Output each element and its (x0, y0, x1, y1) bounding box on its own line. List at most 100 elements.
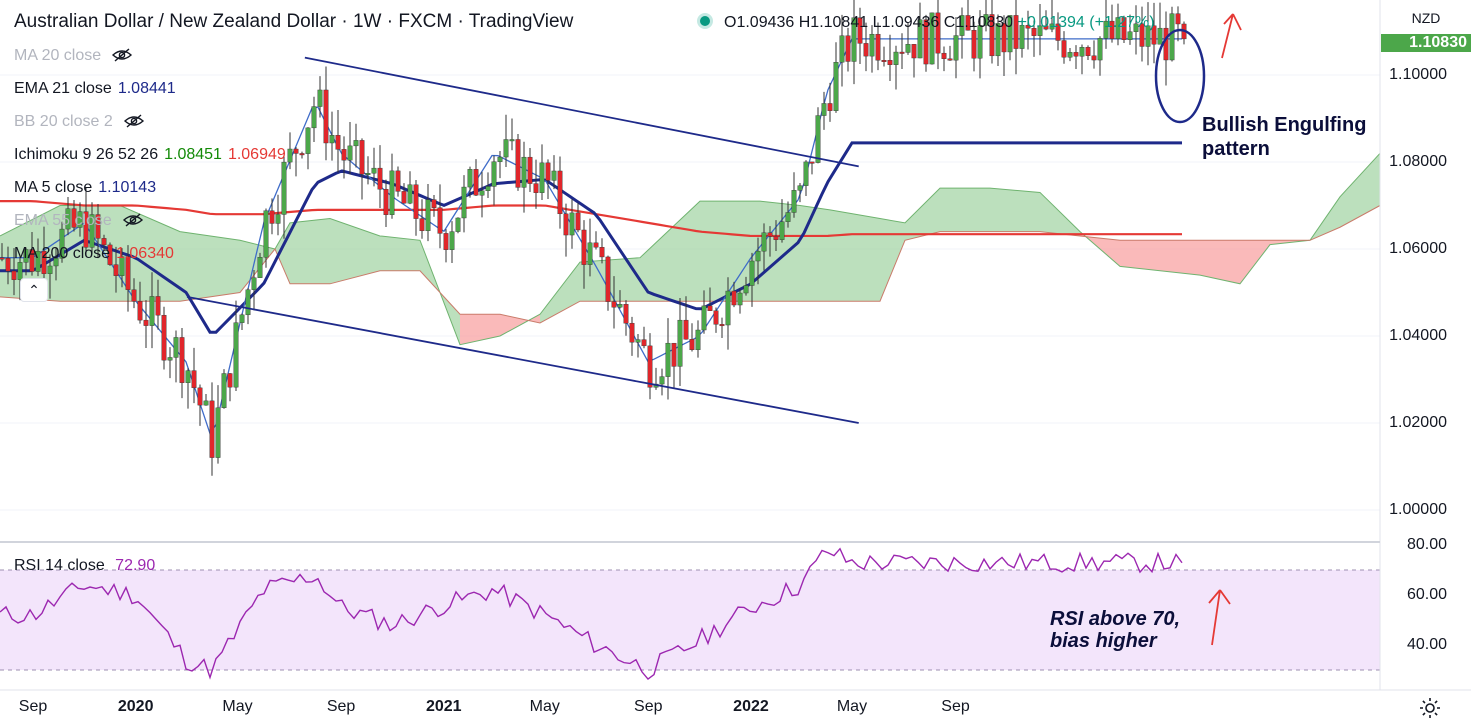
candle-body (773, 235, 779, 240)
candle-body (257, 257, 263, 278)
candle-body (485, 186, 491, 191)
candle (1157, 2, 1163, 45)
candle-body (119, 256, 125, 276)
candle-body (737, 292, 743, 306)
legend-item[interactable]: MA 20 close (14, 47, 133, 65)
legend-item[interactable]: MA 5 close 1.10143 (14, 179, 156, 197)
candle (737, 289, 743, 314)
candle (947, 45, 953, 61)
candle (5, 246, 11, 285)
candle-body (365, 173, 371, 175)
candle (635, 333, 641, 358)
candle-body (911, 44, 917, 59)
legend-item[interactable]: EMA 21 close 1.08441 (14, 80, 176, 98)
candle-body (809, 161, 815, 164)
candle (209, 382, 215, 476)
settings-gear-icon[interactable] (1418, 696, 1442, 720)
change-value: +0.01394 (+1.27%) (1017, 14, 1155, 31)
hidden-eye-icon (112, 48, 133, 62)
market-status-dot (700, 16, 710, 26)
candle-body (563, 213, 569, 236)
interval[interactable]: 1W (352, 11, 382, 32)
legend-item-value2: 1.06949 (227, 146, 286, 163)
candle-body (557, 170, 563, 215)
candle (899, 33, 905, 70)
candle (935, 0, 941, 70)
candle (797, 182, 803, 203)
candle (317, 76, 323, 118)
candle-body (185, 370, 191, 383)
cloud-bull-segment (330, 218, 380, 284)
candle-body (413, 184, 419, 219)
candle-body (695, 329, 701, 351)
price-tick-label: 1.06000 (1389, 240, 1447, 257)
candle-body (959, 15, 965, 36)
candle-body (41, 250, 47, 274)
legend-item[interactable]: EMA 55 close (14, 212, 144, 230)
candle-body (803, 161, 809, 186)
candle-body (1145, 25, 1151, 47)
candle (611, 276, 617, 329)
price-tick-label: 1.02000 (1389, 414, 1447, 431)
currency-label[interactable]: NZD (1411, 10, 1441, 26)
candle (233, 300, 239, 391)
candle-body (179, 337, 185, 383)
cloud-bull-segment (180, 231, 240, 302)
cloud-bear-segment (1240, 240, 1270, 284)
candle-body (17, 262, 23, 280)
candles (0, 0, 1187, 476)
candle (407, 171, 413, 205)
candle-body (827, 103, 833, 111)
candle (239, 313, 245, 330)
legend-item[interactable]: MA 200 close 1.06340 (14, 245, 174, 263)
candle (713, 307, 719, 333)
legend-item-value: 1.10143 (98, 179, 157, 196)
candle-body (689, 339, 695, 351)
candle (701, 290, 707, 334)
candle (83, 187, 89, 254)
candle-body (1133, 23, 1139, 32)
candle (725, 277, 731, 350)
candle-body (329, 135, 335, 144)
candle (839, 14, 845, 87)
candle-body (935, 12, 941, 54)
time-tick-label: Sep (18, 698, 48, 715)
candle (1163, 11, 1169, 86)
rsi-band (0, 570, 1380, 670)
candle-body (1019, 25, 1025, 49)
candle-body (1049, 23, 1055, 30)
candle (1115, 3, 1121, 46)
legend-item[interactable]: Ichimoku 9 26 52 26 1.08451 1.06949 (14, 146, 286, 164)
candle-body (293, 148, 299, 154)
candle (881, 46, 887, 67)
candle (1061, 31, 1067, 64)
ma200-line (0, 200, 1182, 238)
candle (89, 202, 95, 254)
candle (1013, 0, 1019, 75)
candle (569, 199, 575, 249)
current-price-label: 1.10830 (1381, 34, 1471, 52)
candle-body (887, 60, 893, 65)
collapse-legend-button[interactable]: ⌃ (20, 278, 48, 302)
candle-body (1163, 27, 1169, 61)
cloud-bull-segment (1040, 192, 1080, 236)
candle (1025, 10, 1031, 50)
candle-body (1091, 55, 1097, 61)
candle-body (701, 305, 707, 331)
candle (731, 281, 737, 308)
candle (581, 220, 587, 289)
candle-body (923, 19, 929, 65)
candle (155, 279, 161, 330)
candle (11, 248, 17, 296)
symbol-name[interactable]: Australian Dollar / New Zealand Dollar (14, 11, 337, 32)
candle (425, 184, 431, 242)
candle (953, 17, 959, 79)
candle-body (209, 400, 215, 458)
legend-item[interactable]: BB 20 close 2 (14, 113, 145, 131)
time-tick-label: May (836, 698, 868, 715)
candle (1139, 6, 1145, 62)
candle (827, 82, 833, 122)
candle (269, 198, 275, 235)
cloud-bull-segment (990, 188, 1040, 232)
candle-body (1157, 27, 1163, 45)
